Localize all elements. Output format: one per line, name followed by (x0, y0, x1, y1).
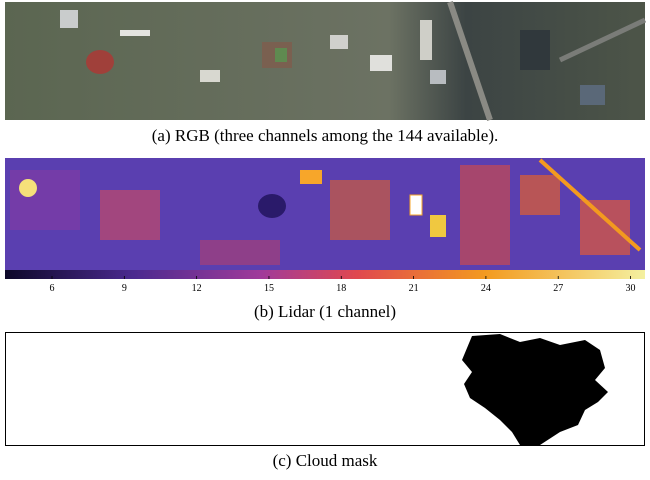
colorbar-tick-label: 6 (50, 283, 55, 294)
colorbar-tick-label: 18 (336, 283, 346, 294)
caption: (c) Cloud mask (273, 451, 378, 470)
colorbar-tick-label: 21 (409, 283, 419, 294)
colorbar-tick-label: 12 (192, 283, 202, 294)
colorbar (5, 270, 645, 279)
rgb-image (5, 2, 645, 120)
colorbar-tick-label: 27 (553, 283, 563, 294)
colorbar-tick-label: 30 (626, 283, 636, 294)
lidar-image (5, 158, 645, 270)
colorbar-tick-label: 24 (481, 283, 491, 294)
colorbar-tick-label: 9 (122, 283, 127, 294)
caption: (b) Lidar (1 channel) (254, 302, 396, 321)
colorbar-tick-label: 15 (264, 283, 274, 294)
caption: (a) RGB (three channels among the 144 av… (152, 126, 498, 145)
figure: (a) RGB (three channels among the 144 av… (0, 0, 650, 475)
